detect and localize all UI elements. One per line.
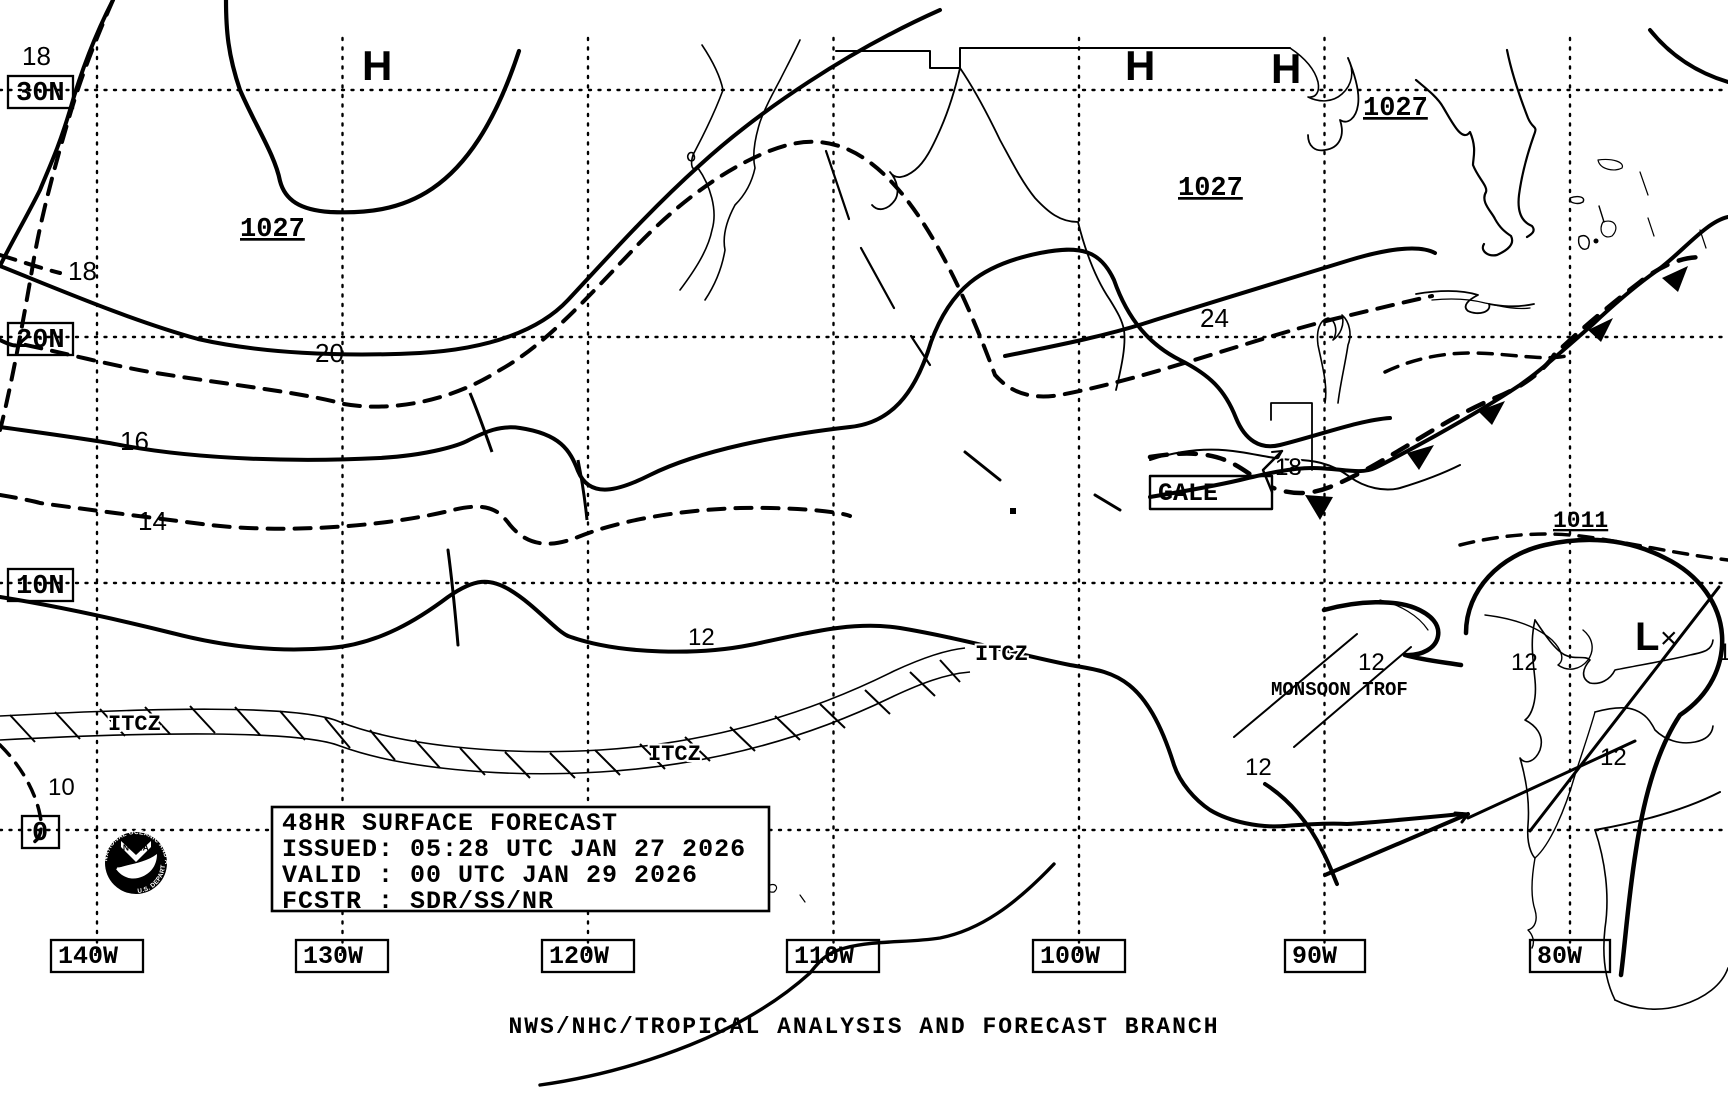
svg-text:H: H [1271, 45, 1301, 92]
svg-text:48HR SURFACE FORECAST: 48HR SURFACE FORECAST [282, 809, 618, 838]
svg-text:×: × [1660, 622, 1678, 655]
svg-text:12: 12 [1358, 649, 1385, 676]
svg-text:12: 12 [1718, 639, 1728, 666]
svg-text:12: 12 [1245, 754, 1272, 781]
svg-text:12: 12 [688, 624, 715, 651]
svg-text:0: 0 [32, 819, 48, 849]
svg-text:1011: 1011 [1553, 508, 1608, 534]
svg-text:110W: 110W [794, 942, 854, 971]
svg-text:10N: 10N [16, 572, 65, 602]
svg-text:18: 18 [22, 41, 51, 71]
svg-text:20N: 20N [16, 326, 65, 356]
svg-text:ITCZ: ITCZ [975, 642, 1028, 667]
svg-text:10: 10 [48, 774, 75, 801]
svg-text:ITCZ: ITCZ [108, 712, 161, 737]
svg-text:NWS/NHC/TROPICAL ANALYSIS AND: NWS/NHC/TROPICAL ANALYSIS AND FORECAST B… [508, 1014, 1219, 1040]
svg-text:H: H [1125, 42, 1155, 89]
svg-text:130W: 130W [303, 942, 363, 971]
svg-text:12: 12 [1600, 744, 1627, 771]
svg-text:140W: 140W [58, 942, 118, 971]
svg-text:L: L [1635, 615, 1659, 659]
svg-text:H: H [362, 42, 392, 89]
svg-text:24: 24 [1200, 303, 1229, 333]
svg-text:30N: 30N [16, 79, 65, 109]
svg-text:18: 18 [68, 256, 97, 286]
svg-text:ISSUED: 05:28 UTC JAN 27 2026: ISSUED: 05:28 UTC JAN 27 2026 [282, 835, 746, 864]
svg-text:100W: 100W [1040, 942, 1100, 971]
svg-text:NOAA: NOAA [123, 843, 149, 853]
svg-text:1027: 1027 [1363, 94, 1428, 124]
svg-text:16: 16 [120, 426, 149, 456]
svg-text:12: 12 [1511, 649, 1538, 676]
svg-text:1027: 1027 [240, 215, 305, 245]
svg-text:FCSTR : SDR/SS/NR: FCSTR : SDR/SS/NR [282, 887, 554, 916]
svg-text:ITCZ: ITCZ [648, 742, 701, 767]
svg-text:14: 14 [138, 506, 167, 536]
svg-text:1027: 1027 [1178, 174, 1243, 204]
svg-text:90W: 90W [1292, 942, 1337, 971]
svg-text:20: 20 [315, 338, 344, 368]
svg-text:120W: 120W [549, 942, 609, 971]
svg-text:VALID : 00 UTC JAN 29 2026: VALID : 00 UTC JAN 29 2026 [282, 861, 698, 890]
svg-text:80W: 80W [1537, 942, 1582, 971]
